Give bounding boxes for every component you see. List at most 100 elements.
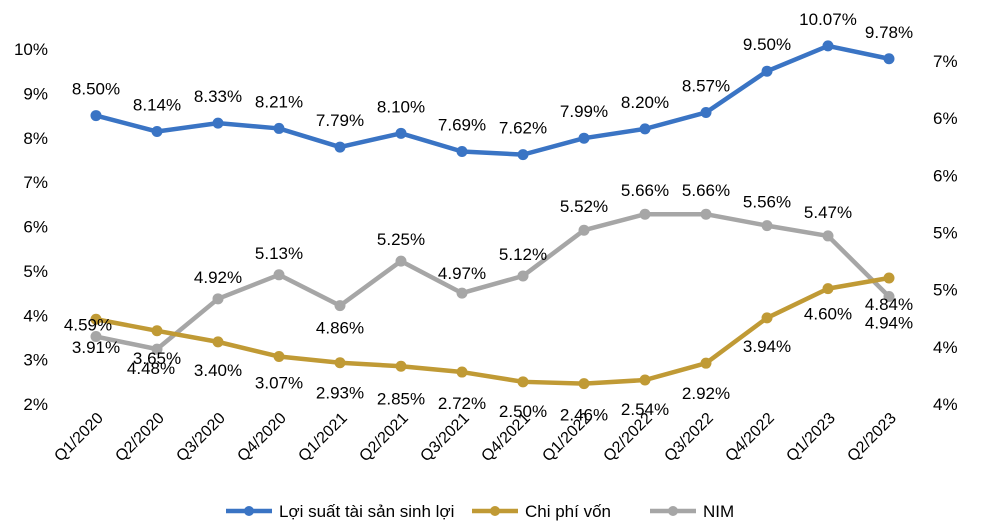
data-label-chi-phi-von: 2.85%: [377, 389, 425, 408]
data-label-loi-suat-tai-san-sinh-loi: 7.69%: [438, 116, 486, 135]
data-point-chi-phi-von: [273, 351, 285, 363]
data-label-nim: 4.48%: [127, 359, 175, 378]
x-axis-tick-label: Q3/2021: [417, 410, 472, 465]
right-axis-tick-label: 4%: [933, 338, 958, 357]
data-label-chi-phi-von: 3.94%: [743, 337, 791, 356]
left-axis: 2% 3% 4% 5% 6% 7% 8% 9% 10%: [14, 40, 48, 414]
data-label-nim: 5.47%: [804, 203, 852, 222]
x-axis-tick-label: Q2/2021: [356, 410, 411, 465]
legend-marker: [244, 506, 254, 516]
data-label-loi-suat-tai-san-sinh-loi: 10.07%: [799, 10, 857, 29]
x-axis-tick-label: Q1/2023: [783, 410, 838, 465]
x-axis-tick-label: Q3/2022: [661, 410, 716, 465]
right-axis-tick-label: 6%: [933, 109, 958, 128]
data-label-chi-phi-von: 3.65%: [133, 349, 181, 368]
data-point-chi-phi-von: [578, 378, 590, 390]
data-point-nim: [578, 224, 590, 236]
series-line-chi-phi-von: [93, 275, 892, 386]
data-label-chi-phi-von: 3.91%: [72, 338, 120, 357]
right-axis-tick-label: 4%: [933, 395, 958, 414]
data-label-chi-phi-von: 2.46%: [560, 406, 608, 425]
data-label-loi-suat-tai-san-sinh-loi: 9.78%: [865, 23, 913, 42]
data-point-chi-phi-von: [90, 313, 102, 325]
data-label-nim: 5.13%: [255, 244, 303, 263]
data-label-chi-phi-von: 4.84%: [865, 295, 913, 314]
data-point-loi-suat-tai-san-sinh-loi: [639, 123, 651, 135]
data-label-chi-phi-von: 2.93%: [316, 384, 364, 403]
data-label-nim: 5.66%: [682, 181, 730, 200]
right-axis-tick-label: 5%: [933, 281, 958, 300]
data-label-nim: 4.92%: [194, 268, 242, 287]
legend-marker: [668, 506, 678, 516]
data-point-loi-suat-tai-san-sinh-loi: [517, 149, 529, 161]
left-axis-tick-label: 2%: [23, 395, 48, 414]
data-point-chi-phi-von: [395, 360, 407, 372]
left-axis-tick-label: 6%: [23, 218, 48, 237]
data-point-loi-suat-tai-san-sinh-loi: [883, 53, 895, 65]
data-label-nim: 4.97%: [438, 264, 486, 283]
data-point-nim: [883, 291, 895, 303]
series-nim: [90, 208, 895, 355]
data-point-nim: [151, 343, 163, 355]
x-axis-tick-label: Q4/2022: [722, 410, 777, 465]
legend-label: Chi phí vốn: [525, 502, 611, 521]
data-point-nim: [456, 287, 468, 299]
data-point-loi-suat-tai-san-sinh-loi: [273, 122, 285, 134]
data-label-loi-suat-tai-san-sinh-loi: 8.50%: [72, 80, 120, 99]
data-label-nim: 5.12%: [499, 245, 547, 264]
left-axis-tick-label: 5%: [23, 262, 48, 281]
data-point-chi-phi-von: [517, 376, 529, 388]
data-point-loi-suat-tai-san-sinh-loi: [578, 132, 590, 144]
data-label-loi-suat-tai-san-sinh-loi: 8.14%: [133, 96, 181, 115]
data-point-nim: [822, 230, 834, 242]
legend-item-nim: NIM: [650, 502, 734, 521]
data-label-loi-suat-tai-san-sinh-loi: 9.50%: [743, 35, 791, 54]
data-point-loi-suat-tai-san-sinh-loi: [334, 141, 346, 153]
data-point-loi-suat-tai-san-sinh-loi: [212, 117, 224, 129]
x-axis-tick-label: Q1/2020: [51, 410, 106, 465]
data-point-nim: [639, 208, 651, 220]
right-axis-tick-label: 7%: [933, 52, 958, 71]
data-label-loi-suat-tai-san-sinh-loi: 7.99%: [560, 102, 608, 121]
data-label-nim: 4.94%: [865, 314, 913, 333]
data-point-loi-suat-tai-san-sinh-loi: [151, 126, 163, 138]
data-point-chi-phi-von: [212, 336, 224, 348]
data-label-nim: 5.66%: [621, 181, 669, 200]
data-label-chi-phi-von: 2.50%: [499, 402, 547, 421]
data-point-loi-suat-tai-san-sinh-loi: [395, 127, 407, 139]
data-point-nim: [761, 220, 773, 232]
data-label-chi-phi-von: 2.72%: [438, 394, 486, 413]
legend-item-chi-phi-von: Chi phí vốn: [472, 502, 611, 521]
data-point-nim: [517, 270, 529, 282]
data-label-nim: 4.86%: [316, 319, 364, 338]
series-loi-suat-tai-san-sinh-loi: [90, 40, 895, 161]
data-point-nim: [334, 300, 346, 312]
series-line-nim: [93, 211, 892, 352]
legend-label: Lợi suất tài sản sinh lợi: [279, 502, 454, 521]
right-axis-tick-label: 5%: [933, 224, 958, 243]
data-point-chi-phi-von: [334, 357, 346, 369]
x-axis-tick-label: Q3/2020: [173, 410, 228, 465]
data-label-chi-phi-von: 3.07%: [255, 374, 303, 393]
legend-label: NIM: [703, 502, 734, 521]
data-point-nim: [90, 331, 102, 343]
right-axis: 4% 4% 5% 5% 6% 6% 7%: [933, 52, 958, 414]
left-axis-tick-label: 3%: [23, 351, 48, 370]
series-chi-phi-von: [90, 272, 895, 390]
data-point-chi-phi-von: [456, 366, 468, 378]
data-point-chi-phi-von: [761, 312, 773, 324]
data-point-nim: [212, 293, 224, 305]
data-label-nim: 5.52%: [560, 197, 608, 216]
legend: Lợi suất tài sản sinh lợi Chi phí vốn NIM: [226, 502, 734, 521]
x-axis-tick-label: Q2/2020: [112, 410, 167, 465]
left-axis-tick-label: 9%: [23, 84, 48, 103]
x-axis-tick-label: Q1/2021: [295, 410, 350, 465]
data-point-loi-suat-tai-san-sinh-loi: [456, 146, 468, 158]
data-label-layer: 4.59% 4.48% 4.92% 5.13% 4.86% 5.25% 4.97% 5.12%…: [64, 10, 913, 425]
data-point-chi-phi-von: [822, 283, 834, 295]
data-label-loi-suat-tai-san-sinh-loi: 8.20%: [621, 93, 669, 112]
series-layer: [90, 40, 895, 390]
legend-marker: [490, 506, 500, 516]
data-label-chi-phi-von: 3.40%: [194, 361, 242, 380]
